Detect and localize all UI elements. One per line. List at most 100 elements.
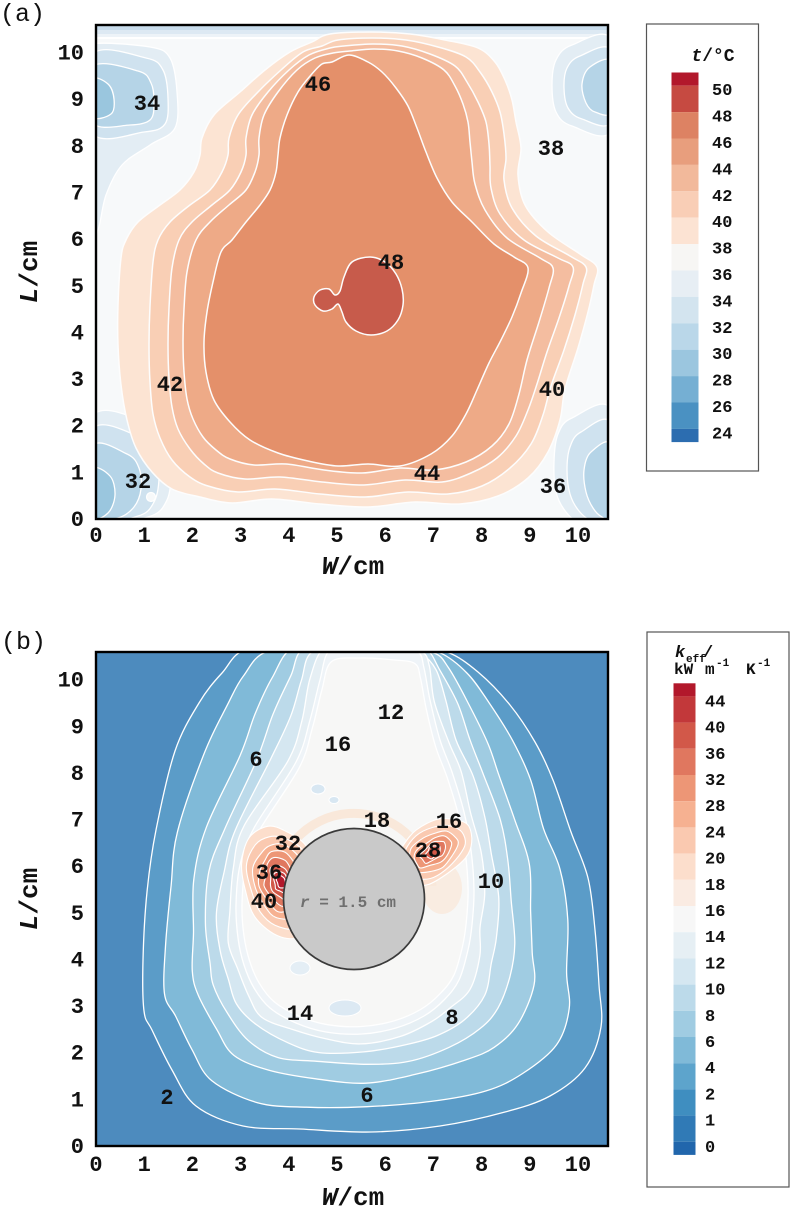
svg-text:48: 48	[378, 251, 404, 276]
svg-text:K: K	[746, 661, 756, 679]
svg-text:6: 6	[379, 1153, 392, 1178]
svg-text:16: 16	[325, 733, 351, 758]
svg-text:8: 8	[71, 762, 84, 787]
svg-text:4: 4	[71, 949, 84, 974]
svg-text:14: 14	[705, 929, 725, 948]
svg-text:5: 5	[71, 275, 84, 300]
svg-text:1: 1	[71, 1088, 84, 1113]
svg-text:34: 34	[712, 293, 732, 312]
svg-text:34: 34	[134, 92, 160, 117]
svg-text:36: 36	[712, 267, 732, 286]
svg-text:2: 2	[186, 1153, 199, 1178]
svg-text:9: 9	[71, 88, 84, 113]
svg-text:-1: -1	[757, 658, 771, 670]
svg-text:1: 1	[705, 1113, 715, 1132]
svg-text:r = 1.5 cm: r = 1.5 cm	[300, 894, 396, 912]
svg-text:36: 36	[540, 475, 566, 500]
svg-text:6: 6	[705, 1034, 715, 1053]
svg-text:3: 3	[234, 524, 247, 549]
svg-text:32: 32	[705, 772, 725, 791]
svg-text:4: 4	[71, 321, 84, 346]
svg-text:32: 32	[712, 320, 732, 339]
svg-text:8: 8	[475, 1153, 488, 1178]
svg-text:26: 26	[712, 399, 732, 418]
svg-text:12: 12	[705, 955, 725, 974]
svg-text:20: 20	[705, 851, 725, 870]
svg-text:(a): (a)	[0, 0, 45, 29]
svg-text:10: 10	[478, 870, 504, 895]
svg-text:eff: eff	[686, 654, 706, 666]
svg-text:38: 38	[712, 241, 732, 260]
svg-text:1: 1	[138, 524, 151, 549]
svg-text:10: 10	[58, 669, 84, 694]
svg-text:50: 50	[712, 82, 732, 101]
svg-text:/: /	[703, 644, 713, 663]
svg-text:8: 8	[705, 1008, 715, 1027]
svg-text:0: 0	[71, 508, 84, 533]
svg-text:44: 44	[414, 462, 440, 487]
svg-text:46: 46	[712, 135, 732, 154]
svg-text:42: 42	[712, 188, 732, 207]
svg-text:40: 40	[539, 378, 565, 403]
svg-text:48: 48	[712, 109, 732, 128]
svg-text:2: 2	[186, 524, 199, 549]
svg-text:32: 32	[125, 470, 151, 495]
svg-text:46: 46	[305, 73, 331, 98]
svg-text:7: 7	[427, 1153, 440, 1178]
svg-text:14: 14	[287, 1002, 313, 1027]
svg-text:W/cm: W/cm	[322, 1183, 384, 1208]
svg-text:4: 4	[282, 1153, 295, 1178]
svg-text:9: 9	[523, 524, 536, 549]
svg-text:kW: kW	[674, 661, 694, 679]
svg-text:36: 36	[256, 861, 282, 886]
svg-text:18: 18	[705, 877, 725, 896]
svg-text:0: 0	[705, 1139, 715, 1158]
svg-text:3: 3	[234, 1153, 247, 1178]
svg-text:44: 44	[705, 693, 725, 712]
svg-text:9: 9	[523, 1153, 536, 1178]
svg-text:2: 2	[705, 1086, 715, 1105]
svg-text:6: 6	[379, 524, 392, 549]
svg-text:-1: -1	[716, 658, 730, 670]
svg-text:16: 16	[705, 903, 725, 922]
svg-text:18: 18	[364, 809, 390, 834]
svg-text:44: 44	[712, 161, 732, 180]
svg-text:5: 5	[330, 524, 343, 549]
svg-text:0: 0	[71, 1135, 84, 1160]
svg-text:24: 24	[705, 824, 725, 843]
svg-text:9: 9	[71, 715, 84, 740]
svg-text:L/cm: L/cm	[15, 868, 45, 930]
svg-text:40: 40	[712, 214, 732, 233]
svg-text:3: 3	[71, 368, 84, 393]
svg-text:5: 5	[330, 1153, 343, 1178]
svg-text:6: 6	[71, 855, 84, 880]
svg-text:2: 2	[71, 415, 84, 440]
svg-text:t/°C: t/°C	[691, 47, 734, 67]
svg-text:W/cm: W/cm	[322, 552, 384, 582]
svg-text:38: 38	[538, 137, 564, 162]
svg-text:8: 8	[71, 135, 84, 160]
svg-text:36: 36	[705, 746, 725, 765]
svg-text:L/cm: L/cm	[15, 241, 45, 303]
svg-text:4: 4	[705, 1060, 715, 1079]
svg-text:2: 2	[71, 1042, 84, 1067]
svg-text:28: 28	[705, 798, 725, 817]
svg-text:8: 8	[445, 1006, 458, 1031]
svg-text:0: 0	[89, 1153, 102, 1178]
svg-text:7: 7	[71, 181, 84, 206]
svg-text:4: 4	[282, 524, 295, 549]
svg-text:16: 16	[436, 810, 462, 835]
svg-text:24: 24	[712, 425, 732, 444]
svg-text:40: 40	[705, 720, 725, 739]
svg-text:28: 28	[712, 373, 732, 392]
svg-text:1: 1	[71, 461, 84, 486]
svg-text:40: 40	[251, 890, 277, 915]
svg-text:m: m	[705, 661, 715, 679]
svg-text:10: 10	[565, 1153, 591, 1178]
svg-text:3: 3	[71, 995, 84, 1020]
svg-text:7: 7	[71, 809, 84, 834]
svg-text:2: 2	[160, 1086, 173, 1111]
svg-text:30: 30	[712, 346, 732, 365]
svg-text:8: 8	[475, 524, 488, 549]
svg-text:28: 28	[415, 839, 441, 864]
